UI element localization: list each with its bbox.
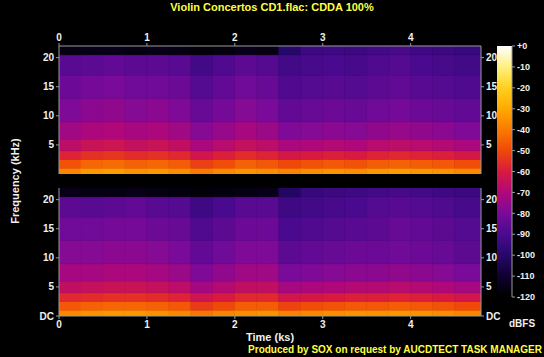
html-text:Produced by SOX on request by: Produced by SOX on request by AUCDTECT T… (248, 344, 542, 355)
svg-text:1: 1 (144, 32, 150, 43)
svg-text:0: 0 (56, 319, 62, 330)
html-text:Time (ks): Time (ks) (246, 331, 294, 343)
svg-text:-120: -120 (517, 292, 535, 302)
svg-text:-10: -10 (517, 62, 530, 72)
svg-text:10: 10 (486, 110, 498, 121)
svg-text:-20: -20 (517, 83, 530, 93)
svg-text:15: 15 (43, 81, 55, 92)
svg-text:5: 5 (48, 139, 54, 150)
svg-text:10: 10 (43, 110, 55, 121)
svg-text:10: 10 (43, 252, 55, 263)
svg-text:-50: -50 (517, 146, 530, 156)
svg-text:20: 20 (486, 194, 498, 205)
svg-text:2: 2 (232, 32, 238, 43)
svg-text:-40: -40 (517, 125, 530, 135)
svg-text:-100: -100 (517, 250, 535, 260)
svg-text:10: 10 (486, 252, 498, 263)
svg-text:2: 2 (232, 319, 238, 330)
svg-text:15: 15 (43, 223, 55, 234)
svg-text:-110: -110 (517, 271, 535, 281)
svg-text:5: 5 (486, 139, 492, 150)
svg-text:DC: DC (40, 311, 54, 322)
svg-text:+0: +0 (517, 41, 527, 51)
svg-text:20: 20 (486, 52, 498, 63)
svg-text:0: 0 (56, 32, 62, 43)
svg-text:5: 5 (486, 281, 492, 292)
svg-text:20: 20 (43, 194, 55, 205)
svg-text:-70: -70 (517, 188, 530, 198)
svg-text:-30: -30 (517, 104, 530, 114)
svg-text:4: 4 (408, 319, 414, 330)
svg-text:-90: -90 (517, 229, 530, 239)
svg-text:-60: -60 (517, 167, 530, 177)
html-text:Violin Concertos CD1.flac: CDD: Violin Concertos CD1.flac: CDDA 100% (170, 1, 374, 13)
svg-text:3: 3 (320, 319, 326, 330)
svg-text:20: 20 (43, 52, 55, 63)
svg-text:DC: DC (486, 311, 500, 322)
svg-text:15: 15 (486, 81, 498, 92)
svg-text:5: 5 (48, 281, 54, 292)
svg-text:3: 3 (320, 32, 326, 43)
svg-text:-80: -80 (517, 209, 530, 219)
svg-text:4: 4 (408, 32, 414, 43)
html-text:dBFS: dBFS (508, 318, 535, 329)
svg-text:15: 15 (486, 223, 498, 234)
html-text:Frequency (kHz): Frequency (kHz) (9, 138, 21, 224)
svg-text:1: 1 (144, 319, 150, 330)
